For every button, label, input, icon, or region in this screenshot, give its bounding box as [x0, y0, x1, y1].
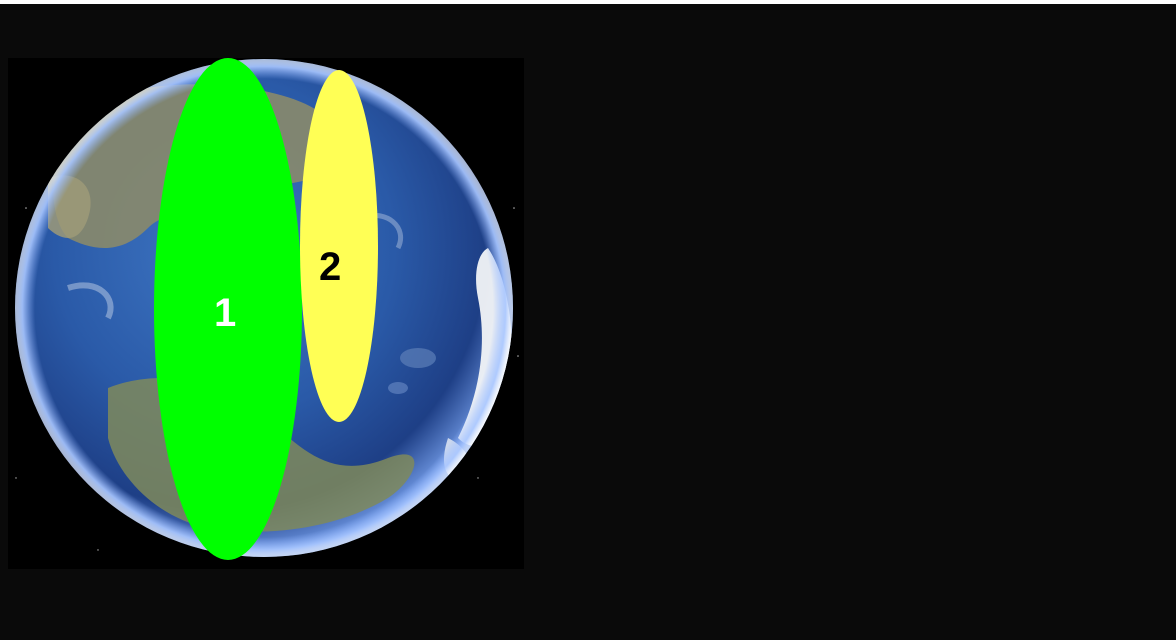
top-border: [0, 0, 1176, 4]
region-2-shape[interactable]: [300, 70, 378, 422]
region-2[interactable]: 2: [300, 70, 378, 422]
region-2-label: 2: [319, 245, 341, 289]
globe-map-panel[interactable]: 1 2: [8, 58, 524, 569]
region-1[interactable]: 1: [154, 58, 302, 560]
region-1-label: 1: [214, 291, 236, 335]
region-1-shape[interactable]: [154, 58, 302, 560]
globe-map[interactable]: 1 2: [8, 58, 524, 569]
